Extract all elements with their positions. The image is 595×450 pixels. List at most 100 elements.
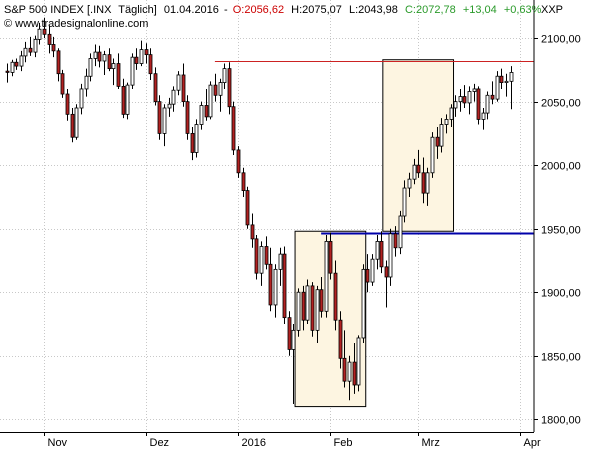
- candle: [481, 108, 486, 130]
- candle-body-down: [342, 357, 347, 382]
- candle-body-down: [148, 54, 153, 75]
- candle: [458, 88, 463, 112]
- candle: [194, 119, 199, 158]
- candle-body-up: [199, 105, 204, 125]
- candle: [342, 330, 347, 388]
- candle: [268, 247, 273, 312]
- candle: [190, 127, 195, 161]
- candle-body-up: [259, 246, 264, 274]
- date-label: 01.04.2016: [164, 4, 219, 16]
- candle: [287, 311, 292, 356]
- candle-body-down: [227, 68, 232, 108]
- candle: [324, 235, 329, 318]
- candle: [365, 254, 370, 293]
- candle-body-up: [356, 337, 361, 386]
- candle-body-down: [56, 50, 61, 75]
- candle-body-down: [268, 263, 273, 306]
- candle: [333, 260, 338, 331]
- y-tick-label: 1800,00: [541, 415, 581, 427]
- candle-body-down: [421, 172, 426, 194]
- candle-body-up: [481, 112, 486, 120]
- candle: [162, 104, 167, 147]
- candle-body-up: [472, 88, 477, 92]
- candle: [176, 71, 181, 96]
- candle: [347, 355, 352, 401]
- candle: [10, 59, 15, 77]
- candle-body-down: [236, 149, 241, 174]
- candle: [402, 180, 407, 223]
- candle: [167, 97, 172, 117]
- candle: [305, 279, 310, 324]
- candle-body-down: [107, 54, 112, 70]
- candle: [37, 22, 42, 45]
- candle: [60, 69, 65, 98]
- y-tick-label: 2100,00: [541, 34, 581, 46]
- candle: [370, 254, 375, 286]
- candle-body-up: [19, 55, 24, 67]
- candle-body-up: [449, 107, 454, 120]
- candle: [213, 73, 218, 102]
- candle: [236, 146, 241, 178]
- watermark-text: © www.tradesignalonline.com: [4, 18, 148, 30]
- candle-body-up: [458, 96, 463, 103]
- candle-body-down: [310, 285, 315, 331]
- candle: [250, 213, 255, 248]
- candle: [430, 132, 435, 178]
- candle-body-down: [490, 94, 495, 100]
- candle: [375, 235, 380, 270]
- candle-body-up: [370, 258, 375, 283]
- x-tick-label: Dez: [150, 437, 170, 449]
- candle-body-up: [167, 103, 172, 109]
- candle-body-up: [37, 28, 42, 40]
- candle: [65, 88, 70, 121]
- candle-body-up: [398, 215, 403, 249]
- x-tick-label: Mrz: [422, 437, 440, 449]
- candle-body-up: [194, 124, 199, 153]
- candle: [485, 91, 490, 120]
- candle: [462, 85, 467, 108]
- candle-body-up: [439, 124, 444, 147]
- candle-body-up: [33, 38, 38, 53]
- candle: [33, 35, 38, 58]
- candle-body-down: [365, 268, 370, 283]
- candle-body-down: [153, 73, 158, 103]
- candle-body-down: [282, 253, 287, 319]
- candle-body-up: [407, 178, 412, 189]
- candle-body-up: [278, 253, 283, 270]
- candle: [416, 149, 421, 178]
- candle-body-up: [218, 82, 223, 96]
- candle-body-down: [379, 241, 384, 268]
- candle-body-down: [42, 28, 47, 35]
- candle-body-down: [416, 164, 421, 174]
- candle-body-up: [125, 84, 130, 115]
- candle: [19, 50, 24, 72]
- x-tick-label: Apr: [524, 437, 541, 449]
- candle-body-up: [93, 51, 98, 59]
- candle: [291, 324, 296, 405]
- candle-body-up: [430, 136, 435, 174]
- symbol-label: S&P 500 INDEX [.INX: [4, 4, 112, 16]
- candle: [88, 53, 93, 82]
- candle-body-up: [171, 89, 176, 105]
- candle-body-down: [116, 63, 121, 87]
- candle: [139, 40, 144, 67]
- candle-body-down: [65, 93, 70, 115]
- candle: [144, 43, 149, 64]
- candle: [102, 50, 107, 75]
- candle: [245, 186, 250, 229]
- candle-body-up: [74, 107, 79, 138]
- candle-body-down: [213, 84, 218, 96]
- candle-body-up: [305, 285, 310, 321]
- candle-body-down: [134, 56, 139, 64]
- candle: [130, 53, 135, 89]
- candle-body-up: [88, 58, 93, 77]
- candle-body-up: [84, 75, 89, 90]
- candle-body-down: [476, 88, 481, 120]
- y-tick-label: 2050,00: [541, 98, 581, 110]
- candle: [185, 95, 190, 140]
- candle: [407, 172, 412, 197]
- candle: [393, 226, 398, 257]
- candle: [499, 68, 504, 89]
- candle: [204, 88, 209, 121]
